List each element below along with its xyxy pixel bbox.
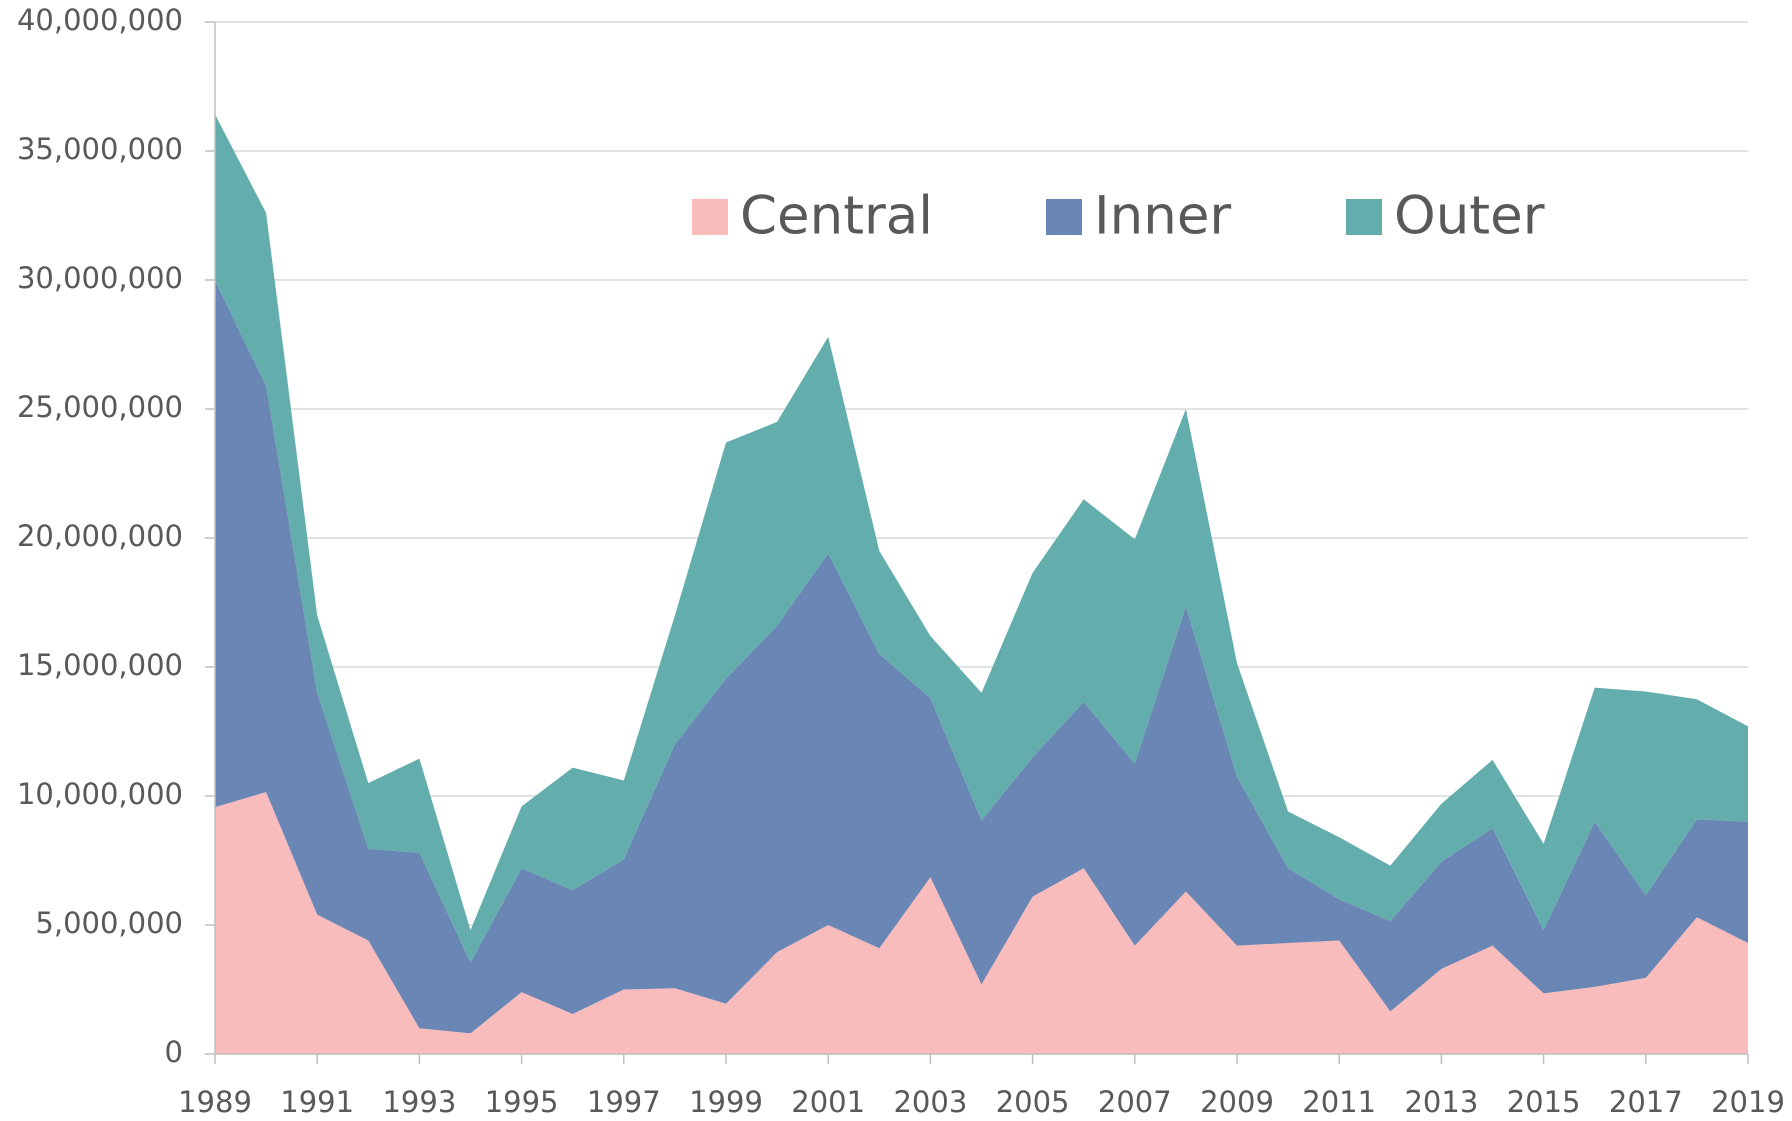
y-tick-label: 10,000,000: [17, 777, 183, 811]
legend-label: Central: [740, 186, 933, 247]
legend-label: Inner: [1094, 186, 1231, 247]
y-tick-label: 0: [165, 1035, 183, 1069]
x-tick-label: 2019: [1711, 1085, 1785, 1119]
x-tick-label: 2003: [893, 1085, 967, 1119]
y-tick-label: 40,000,000: [17, 3, 183, 37]
y-tick-label: 5,000,000: [35, 906, 183, 940]
legend-swatch: [692, 199, 728, 235]
x-tick-label: 2011: [1302, 1085, 1376, 1119]
y-tick-label: 35,000,000: [17, 132, 183, 166]
area: [215, 280, 1748, 1034]
area: [215, 792, 1748, 1054]
x-tick-label: 1991: [280, 1085, 354, 1119]
x-tick-label: 2015: [1507, 1085, 1581, 1119]
y-tick-label: 25,000,000: [17, 390, 183, 424]
y-tick-label: 15,000,000: [17, 648, 183, 682]
x-tick-label: 1999: [689, 1085, 763, 1119]
x-tick-label: 1993: [382, 1085, 456, 1119]
x-tick-label: 1989: [178, 1085, 252, 1119]
x-tick-label: 2009: [1200, 1085, 1274, 1119]
legend-swatch: [1346, 199, 1382, 235]
x-tick-label: 2005: [996, 1085, 1070, 1119]
y-tick-label: 30,000,000: [17, 261, 183, 295]
legend-label: Outer: [1394, 186, 1545, 247]
y-tick-label: 20,000,000: [17, 519, 183, 553]
x-tick-label: 1997: [587, 1085, 661, 1119]
x-tick-label: 2001: [791, 1085, 865, 1119]
x-tick-label: 2017: [1609, 1085, 1683, 1119]
x-tick-label: 2013: [1404, 1085, 1478, 1119]
x-tick-label: 1995: [485, 1085, 559, 1119]
legend-swatch: [1046, 199, 1082, 235]
area: [215, 114, 1748, 963]
x-tick-label: 2007: [1098, 1085, 1172, 1119]
